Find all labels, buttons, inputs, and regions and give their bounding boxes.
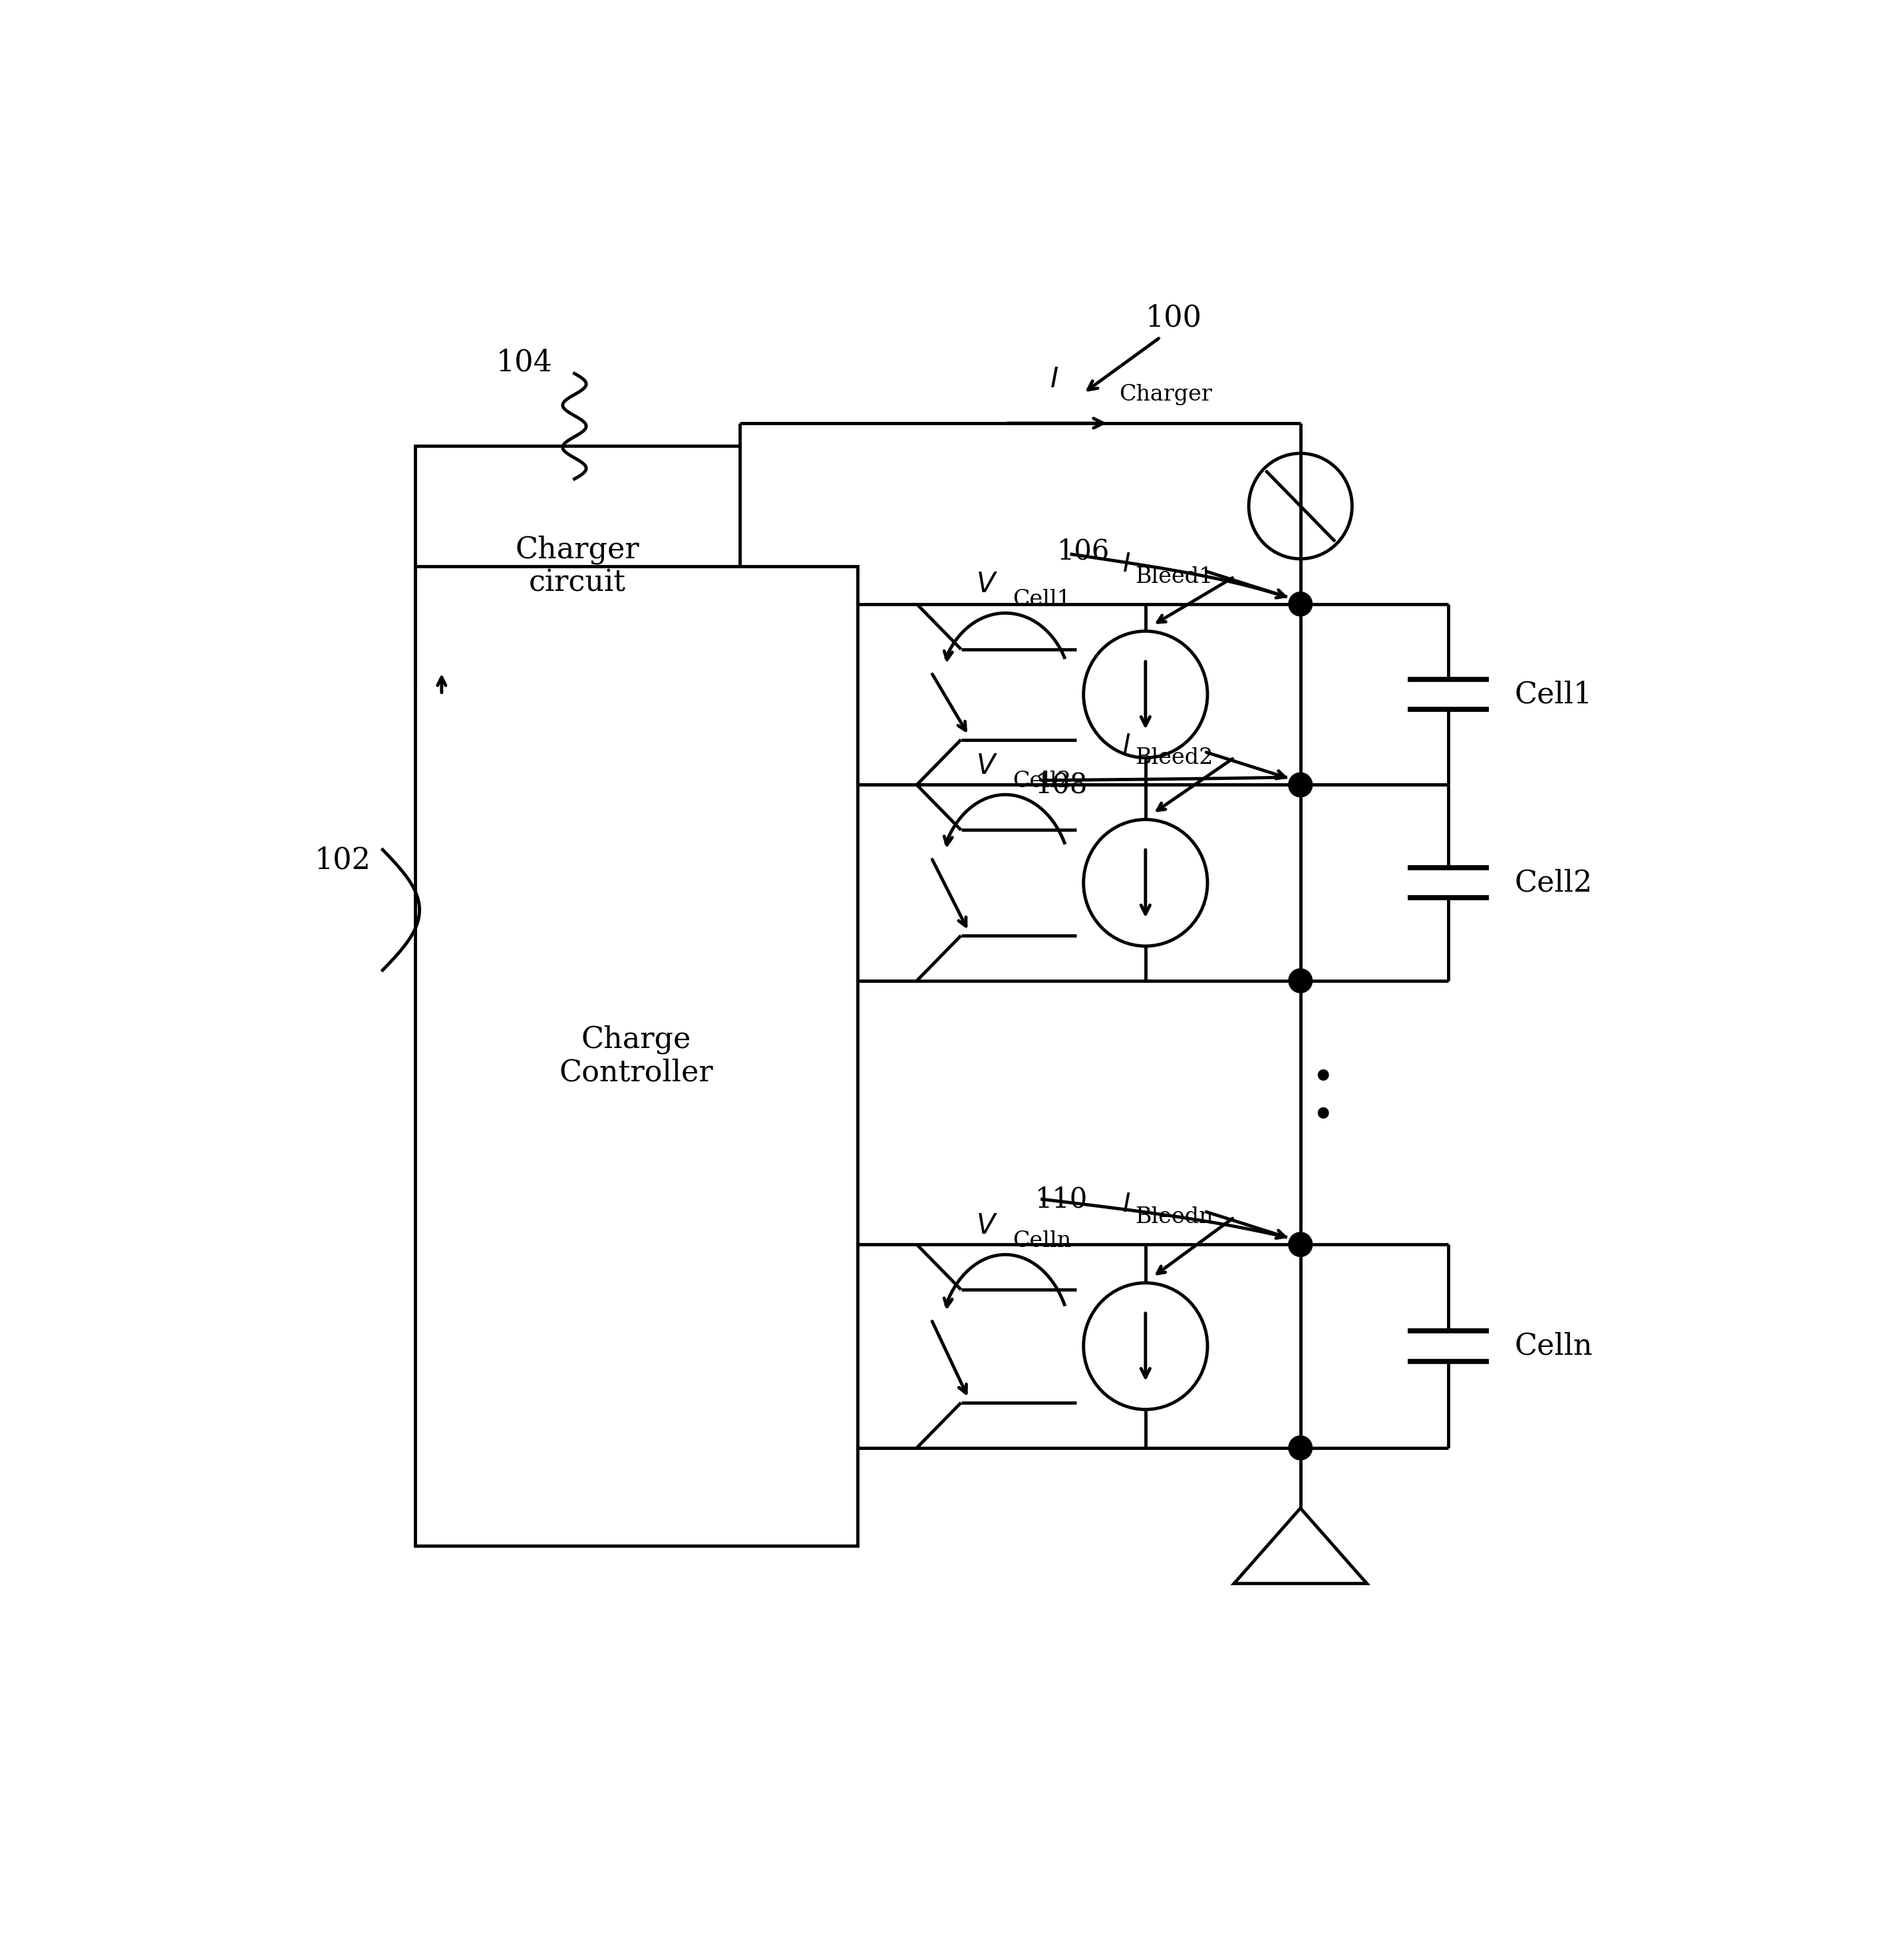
Text: Celln: Celln [1514,1333,1592,1360]
Text: •: • [1312,1098,1335,1135]
Text: 102: 102 [314,845,371,875]
Text: •: • [1312,1061,1335,1098]
Text: $V$: $V$ [977,751,998,779]
Text: 104: 104 [497,348,552,378]
Text: Bleed1: Bleed1 [1135,566,1213,587]
FancyBboxPatch shape [415,446,739,687]
Text: $I$: $I$ [1123,1192,1131,1217]
Text: 108: 108 [1036,771,1087,798]
Text: Cell2: Cell2 [1514,869,1592,896]
Text: Celln: Celln [1013,1231,1072,1252]
Text: Cell1: Cell1 [1514,681,1592,708]
Text: 106: 106 [1057,538,1110,566]
Text: 100: 100 [1146,303,1201,333]
Text: $V$: $V$ [977,1211,998,1239]
Circle shape [1289,773,1312,796]
Text: $I$: $I$ [1123,734,1131,757]
Circle shape [1289,1233,1312,1256]
Text: Cell1: Cell1 [1013,589,1072,611]
Text: $I$: $I$ [1123,552,1131,577]
Circle shape [1289,591,1312,616]
Text: $I$: $I$ [1049,366,1059,393]
Circle shape [1289,773,1312,796]
Circle shape [1289,1233,1312,1256]
Text: Cell2: Cell2 [1013,771,1072,793]
Circle shape [1289,969,1312,992]
Circle shape [1289,1436,1312,1460]
Text: 110: 110 [1036,1186,1087,1213]
Text: Charger
circuit: Charger circuit [516,534,640,597]
Text: Bleed2: Bleed2 [1135,748,1213,769]
Text: $V$: $V$ [977,569,998,599]
FancyBboxPatch shape [415,566,857,1546]
Text: Charge
Controller: Charge Controller [560,1025,714,1088]
Text: Charger: Charger [1120,384,1213,405]
Text: Bleedn: Bleedn [1135,1207,1213,1227]
